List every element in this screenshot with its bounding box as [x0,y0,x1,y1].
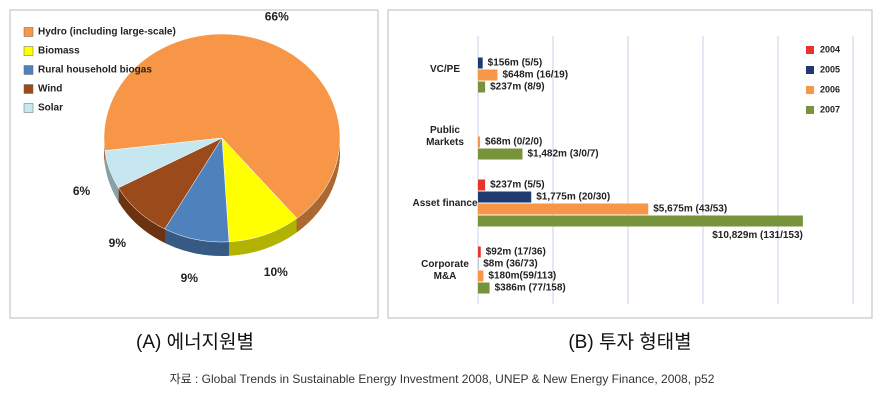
data-label: $180m(59/113) [488,271,556,282]
legend-label: 2005 [820,64,840,74]
bar [478,282,490,294]
legend-swatch [806,86,814,94]
legend-swatch [806,46,814,54]
data-label: 66% [265,9,289,23]
legend-swatch [23,65,34,75]
bar [478,136,481,148]
legend-label: 2007 [820,104,840,114]
data-label: $10,829m (131/153) [712,230,803,241]
category-label: Public Markets [426,124,464,148]
source: 자료 : Global Trends in Sustainable Energy… [169,372,715,386]
bar [478,203,649,215]
legend-swatch [23,103,34,113]
legend-label: Wind [38,84,62,95]
bar [478,246,481,258]
bar [478,69,498,81]
data-label: $237m (5/5) [490,180,544,191]
legend-swatch [806,66,814,74]
caption-b: (B) 투자 형태별 [568,332,692,353]
data-label: $8m (36/73) [483,259,537,270]
legend-swatch [806,106,814,114]
bar [478,191,532,203]
bar [478,179,486,191]
legend-label: Solar [38,103,63,114]
data-label: $237m (8/9) [490,82,544,93]
slice [104,137,223,189]
legend-label: Hydro (including large-scale) [38,27,176,38]
bar [478,81,486,93]
legend-label: 2004 [820,44,840,54]
data-label: $92m (17/36) [486,247,546,258]
data-label: $386m (77/158) [495,283,566,294]
legend-swatch [23,84,34,94]
legend-label: Biomass [38,46,80,57]
slice [221,137,298,243]
bar [478,270,484,282]
data-label: 9% [109,236,127,250]
slice [103,33,341,219]
data-label: 10% [264,265,288,279]
category-label: Corporate M&A [421,258,469,282]
bar [478,215,803,227]
caption-a: (A) 에너지원별 [135,332,255,353]
data-label: $1,482m (3/0/7) [527,149,598,160]
bar [478,148,523,160]
legend-swatch [23,27,34,37]
category-label: Asset finance [412,197,478,209]
data-label: 6% [73,184,91,198]
data-label: 9% [181,271,199,285]
category-label: VC/PE [429,63,460,75]
data-label: $648m (16/19) [502,70,568,81]
panel-b [387,9,873,319]
data-label: $68m (0/2/0) [485,137,542,148]
legend-label: Rural household biogas [38,65,152,76]
legend-label: 2006 [820,84,840,94]
legend-swatch [23,46,34,56]
bar [478,57,483,69]
data-label: $156m (5/5) [488,58,542,69]
data-label: $5,675m (43/53) [653,204,727,215]
data-label: $1,775m (20/30) [536,192,610,203]
